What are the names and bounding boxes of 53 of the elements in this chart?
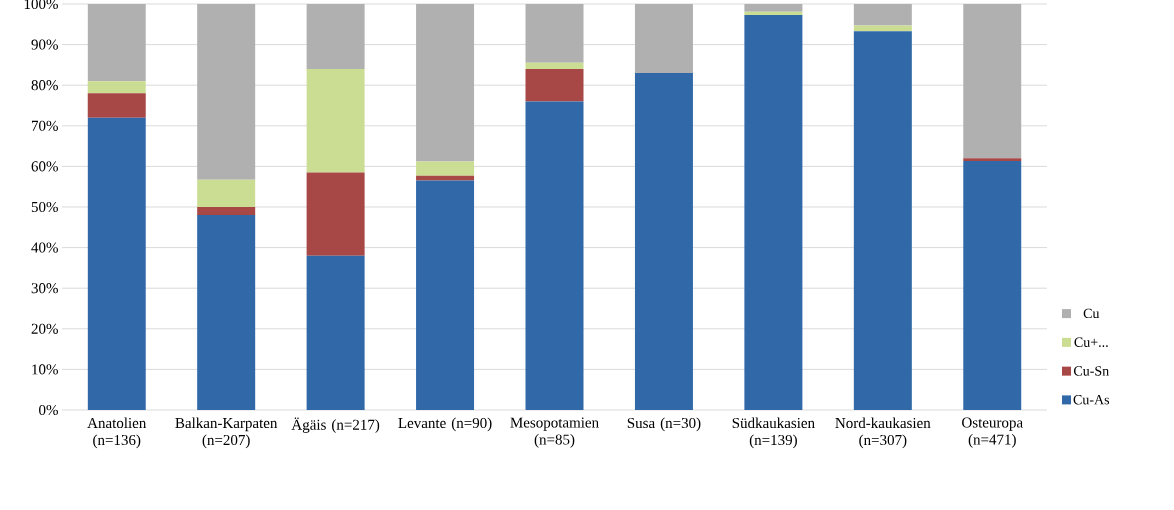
x-tick-label: Balkan-Karpaten (n=207) xyxy=(175,417,278,449)
bar xyxy=(963,3,1022,159)
bar xyxy=(853,3,912,26)
x-tick-label: Osteuropa (n=471) xyxy=(962,417,1023,448)
bar xyxy=(744,14,803,410)
y-tick-label: 80% xyxy=(31,80,58,91)
y-tick-label: 30% xyxy=(31,283,58,294)
bar xyxy=(197,179,256,207)
y-tick-label: 50% xyxy=(31,201,58,213)
legend-label: Cu+... xyxy=(1074,337,1108,347)
legend-label: Cu-As xyxy=(1073,395,1110,405)
y-tick-label: 90% xyxy=(31,39,58,50)
bar xyxy=(525,68,584,102)
x-tick-label: Levante (n=90) xyxy=(398,417,492,432)
legend-label: Cu-Sn xyxy=(1073,366,1109,376)
bar xyxy=(525,3,584,63)
bar xyxy=(963,158,1022,162)
y-tick-label: 40% xyxy=(31,242,58,253)
bar xyxy=(416,180,475,410)
bar xyxy=(87,117,146,410)
bar xyxy=(525,101,584,410)
bar xyxy=(197,206,256,216)
bar xyxy=(853,31,912,410)
bar xyxy=(87,81,146,94)
bar xyxy=(416,175,475,181)
bar xyxy=(744,11,803,15)
bar xyxy=(416,161,475,176)
y-tick-label: 70% xyxy=(31,120,58,131)
y-tick-label: 60% xyxy=(31,161,58,172)
bar xyxy=(306,68,365,173)
bar xyxy=(306,172,365,256)
y-tick-label: 10% xyxy=(32,364,58,375)
bar xyxy=(306,3,365,69)
bar xyxy=(87,93,146,118)
bar xyxy=(634,73,693,410)
y-tick-label: 0% xyxy=(39,404,58,416)
y-tick-label: 20% xyxy=(31,323,58,334)
bar xyxy=(416,3,475,162)
bar xyxy=(306,255,365,410)
bar xyxy=(197,3,256,180)
bar xyxy=(634,3,693,74)
bar xyxy=(963,161,1022,410)
x-tick-label: Anatolien (n=136) xyxy=(87,417,147,449)
bar xyxy=(87,3,146,82)
bar xyxy=(744,3,803,12)
x-tick-label: Susa (n=30) xyxy=(627,417,701,432)
bar xyxy=(525,62,584,69)
x-tick-label: Mesopotamien (n=85) xyxy=(510,417,599,448)
legend-label: Cu xyxy=(1083,308,1100,319)
bar xyxy=(197,215,256,410)
x-tick-label: Nord-kaukasien (n=307) xyxy=(835,417,931,449)
x-tick-label: Ägäis (n=217) xyxy=(291,417,380,433)
x-tick-label: Südkaukasien (n=139) xyxy=(732,417,815,449)
